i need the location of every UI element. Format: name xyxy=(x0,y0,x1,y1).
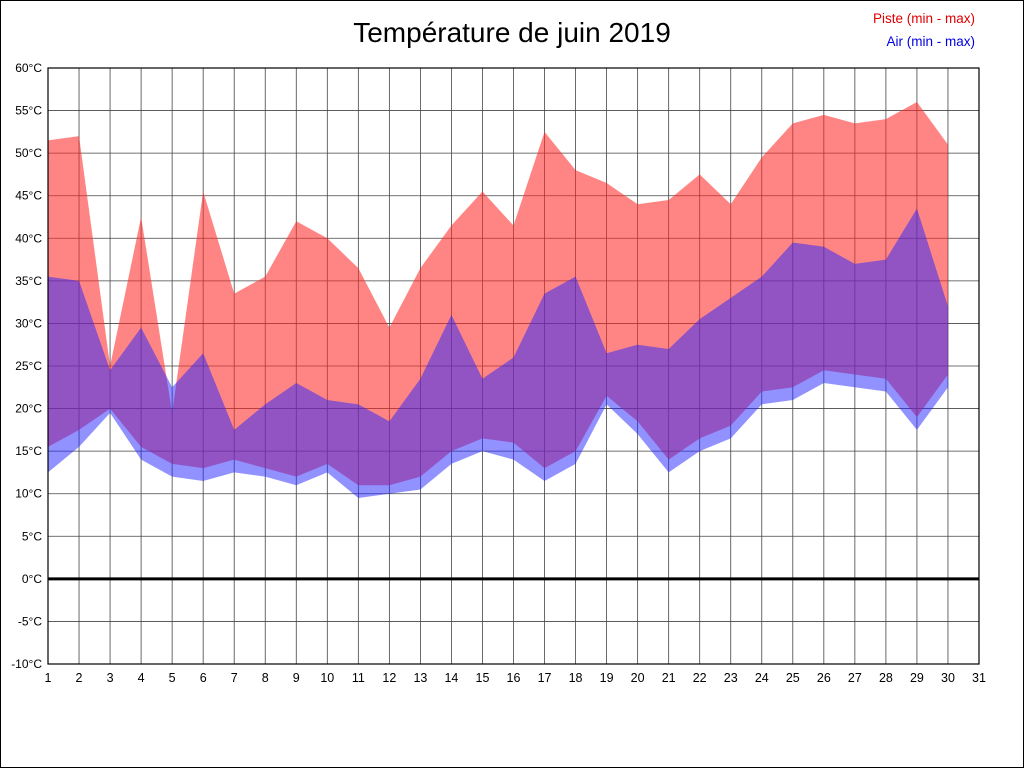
x-tick-label: 20 xyxy=(631,671,645,685)
x-tick-label: 30 xyxy=(941,671,955,685)
y-tick-label: 5°C xyxy=(22,529,42,543)
x-tick-label: 12 xyxy=(382,671,396,685)
x-tick-label: 16 xyxy=(507,671,521,685)
legend: Piste (min - max) Air (min - max) xyxy=(873,7,975,53)
x-tick-label: 9 xyxy=(293,671,300,685)
y-tick-label: 15°C xyxy=(15,444,42,458)
x-tick-label: 19 xyxy=(600,671,614,685)
x-tick-label: 31 xyxy=(972,671,986,685)
x-tick-label: 3 xyxy=(107,671,114,685)
x-tick-label: 1 xyxy=(45,671,52,685)
x-tick-label: 25 xyxy=(786,671,800,685)
x-tick-label: 5 xyxy=(169,671,176,685)
x-tick-label: 29 xyxy=(910,671,924,685)
y-tick-label: 0°C xyxy=(22,572,42,586)
x-tick-label: 18 xyxy=(569,671,583,685)
legend-item-air: Air (min - max) xyxy=(886,34,976,49)
y-tick-label: -5°C xyxy=(18,614,42,628)
x-tick-label: 13 xyxy=(413,671,427,685)
y-tick-label: 30°C xyxy=(15,316,42,330)
x-tick-label: 24 xyxy=(755,671,769,685)
plot-border xyxy=(47,67,980,665)
chart-title: Température de juin 2019 xyxy=(353,17,671,48)
x-tick-label: 26 xyxy=(817,671,831,685)
x-tick-label: 8 xyxy=(262,671,269,685)
x-tick-label: 21 xyxy=(662,671,676,685)
x-tick-label: 27 xyxy=(848,671,862,685)
y-tick-label: 50°C xyxy=(15,146,42,160)
x-tick-label: 7 xyxy=(231,671,238,685)
y-tick-label: 45°C xyxy=(15,189,42,203)
x-tick-label: 14 xyxy=(444,671,458,685)
legend-item-piste: Piste (min - max) xyxy=(872,11,975,26)
x-tick-label: 23 xyxy=(724,671,738,685)
x-tick-label: 15 xyxy=(476,671,490,685)
x-tick-label: 4 xyxy=(138,671,145,685)
y-tick-label: 60°C xyxy=(15,61,42,75)
x-tick-label: 2 xyxy=(76,671,83,685)
y-tick-label: 20°C xyxy=(15,402,42,416)
x-tick-label: 11 xyxy=(352,671,365,685)
x-tick-label: 28 xyxy=(879,671,893,685)
x-tick-label: 17 xyxy=(538,671,552,685)
y-tick-label: -10°C xyxy=(11,657,42,671)
y-tick-label: 35°C xyxy=(15,274,42,288)
y-tick-label: 10°C xyxy=(15,487,42,501)
x-tick-label: 10 xyxy=(320,671,334,685)
x-tick-label: 22 xyxy=(693,671,707,685)
y-tick-label: 40°C xyxy=(15,231,42,245)
x-tick-label: 6 xyxy=(200,671,207,685)
y-tick-label: 25°C xyxy=(15,359,42,373)
y-tick-label: 55°C xyxy=(15,104,42,118)
air-band xyxy=(48,208,948,498)
